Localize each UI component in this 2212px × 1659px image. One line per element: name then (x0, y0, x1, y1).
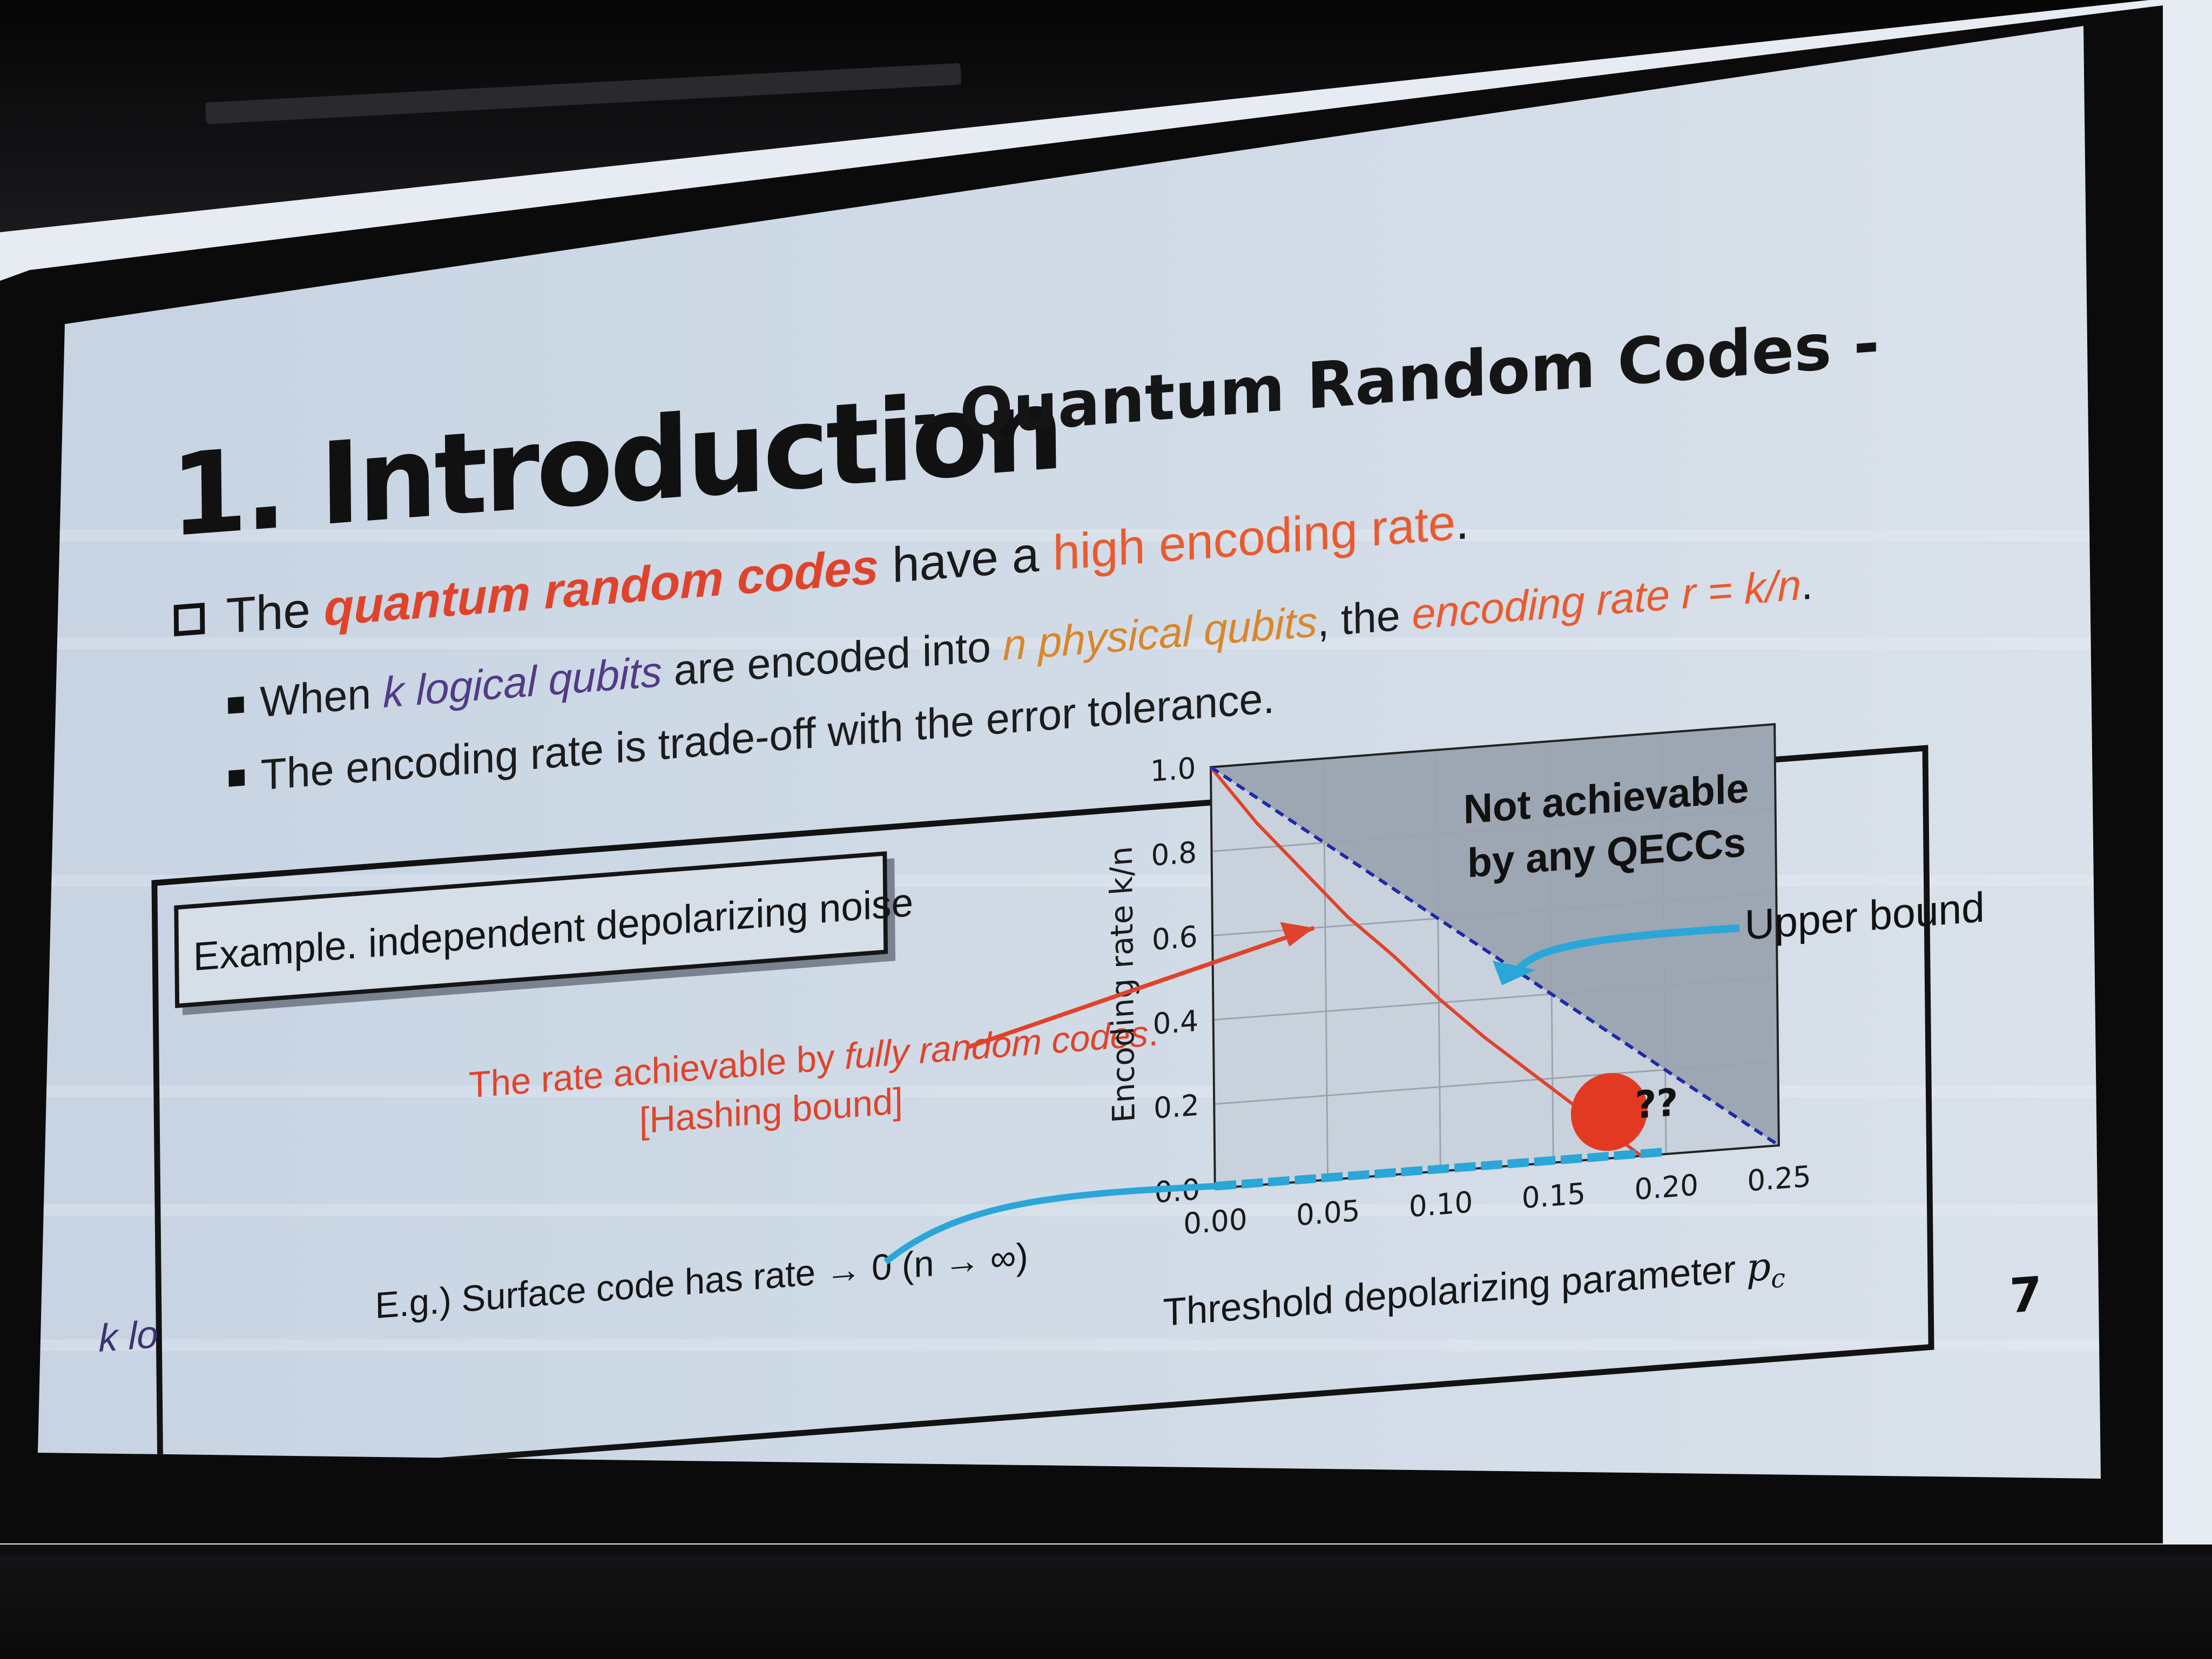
y-tick-label: 1.0 (1150, 751, 1196, 788)
upper-bound-line (1210, 765, 1780, 1147)
x-tick-label: 0.20 (1634, 1168, 1698, 1206)
upper-bound-label: Upper bound (1744, 884, 1985, 949)
grid-line-y (1214, 1060, 1778, 1105)
sub1-comma: , the (1317, 591, 1401, 646)
y-axis-label: Encoding rate k/n (1103, 845, 1142, 1124)
x-tick-label: 0.25 (1747, 1159, 1811, 1198)
page-number: 7 (2009, 1266, 2042, 1324)
question-marks-label: ?? (1635, 1081, 1678, 1128)
filled-square-bullet-icon (228, 696, 244, 714)
slide-subtitle: - Quantum Random Codes - (911, 305, 1880, 454)
y-tick-label: 0.2 (1154, 1088, 1199, 1125)
grid-line-y (1213, 976, 1777, 1021)
grid-line-x (1435, 750, 1441, 1171)
sub1-pre: When (259, 669, 372, 726)
red-dot-marker (1570, 1073, 1648, 1151)
filled-square-bullet-icon (228, 769, 245, 787)
surface-code-baseline (1215, 1147, 1667, 1191)
grid-line-x (1661, 732, 1667, 1155)
highlight-quantum-random-codes: quantum random codes (323, 539, 879, 637)
y-tick-label: 0.6 (1152, 919, 1198, 957)
floor-shadow (0, 1555, 2212, 1659)
sub1-k-logical: k logical qubits (382, 647, 663, 717)
bullet-text-mid: have a (892, 527, 1040, 594)
not-achievable-region (1211, 724, 1779, 1145)
sub1-post: . (1800, 559, 1813, 609)
y-tick-label: 0.4 (1152, 1003, 1198, 1041)
hashing-arrow (968, 926, 1315, 1049)
surface-code-arrow (884, 1183, 1215, 1265)
x-tick-label: 0.05 (1296, 1193, 1360, 1232)
encoding-rate-chart: 0.00 0.05 0.10 0.15 0.20 0.25 0.0 0.2 0.4 0.6 0.8 1… (884, 676, 1985, 1298)
grid-line-y (1211, 807, 1776, 852)
hashing-arrowhead (1280, 922, 1314, 947)
chart-svg: 0.00 0.05 0.10 0.15 0.20 0.250.00.20.40.60.81… (884, 723, 1985, 1265)
y-tick-label: 0.8 (1151, 835, 1197, 873)
sub1-mid: are encoded into (673, 622, 992, 695)
bullet-text-post: . (1455, 494, 1469, 550)
x-tick-label: 0.10 (1409, 1185, 1473, 1224)
upper-bound-arrowhead (1492, 960, 1536, 986)
hollow-square-bullet-icon (173, 602, 205, 637)
highlight-high-encoding-rate: high encoding rate (1052, 495, 1456, 581)
sub1-n-physical: n physical qubits (1002, 597, 1318, 670)
x-tick-label: 0.15 (1521, 1176, 1586, 1215)
x-tick-label: 0.00 (1183, 1202, 1247, 1241)
bullet-text-pre: The (226, 582, 311, 644)
cut-off-text: k lo (98, 1312, 159, 1360)
sub1-rate-label: encoding rate r = k/n (1412, 561, 1802, 638)
grid-line-x (1323, 758, 1329, 1180)
